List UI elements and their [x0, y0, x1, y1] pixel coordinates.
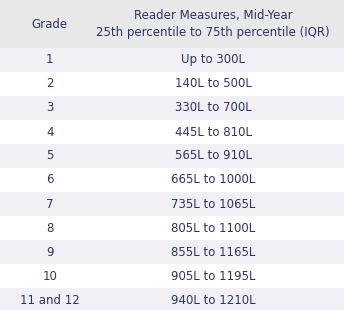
Text: 735L to 1065L: 735L to 1065L	[171, 197, 256, 210]
Bar	[0, 288, 344, 310]
Bar	[0, 48, 344, 72]
Text: 805L to 1100L: 805L to 1100L	[171, 222, 255, 234]
Bar	[0, 72, 344, 96]
Bar	[0, 168, 344, 192]
Text: 940L to 1210L: 940L to 1210L	[171, 294, 256, 307]
Text: Grade: Grade	[32, 17, 68, 30]
Text: 5: 5	[46, 149, 54, 162]
Text: 7: 7	[46, 197, 54, 210]
Text: 4: 4	[46, 126, 54, 139]
Bar	[0, 192, 344, 216]
Text: 9: 9	[46, 246, 54, 259]
Text: 565L to 910L: 565L to 910L	[175, 149, 252, 162]
Text: 2: 2	[46, 78, 54, 91]
Text: 10: 10	[42, 269, 57, 282]
Bar	[0, 0, 344, 48]
Text: 8: 8	[46, 222, 54, 234]
Text: Up to 300L: Up to 300L	[181, 54, 245, 67]
Text: 3: 3	[46, 101, 54, 114]
Text: Reader Measures, Mid-Year
25th percentile to 75th percentile (IQR): Reader Measures, Mid-Year 25th percentil…	[96, 9, 330, 39]
Bar	[0, 216, 344, 240]
Text: 330L to 700L: 330L to 700L	[175, 101, 252, 114]
Text: 445L to 810L: 445L to 810L	[175, 126, 252, 139]
Text: 1: 1	[46, 54, 54, 67]
Bar	[0, 264, 344, 288]
Text: 905L to 1195L: 905L to 1195L	[171, 269, 256, 282]
Text: 855L to 1165L: 855L to 1165L	[171, 246, 256, 259]
Bar	[0, 120, 344, 144]
Bar	[0, 240, 344, 264]
Text: 6: 6	[46, 174, 54, 187]
Bar	[0, 144, 344, 168]
Bar	[0, 96, 344, 120]
Text: 140L to 500L: 140L to 500L	[175, 78, 252, 91]
Text: 665L to 1000L: 665L to 1000L	[171, 174, 256, 187]
Text: 11 and 12: 11 and 12	[20, 294, 80, 307]
